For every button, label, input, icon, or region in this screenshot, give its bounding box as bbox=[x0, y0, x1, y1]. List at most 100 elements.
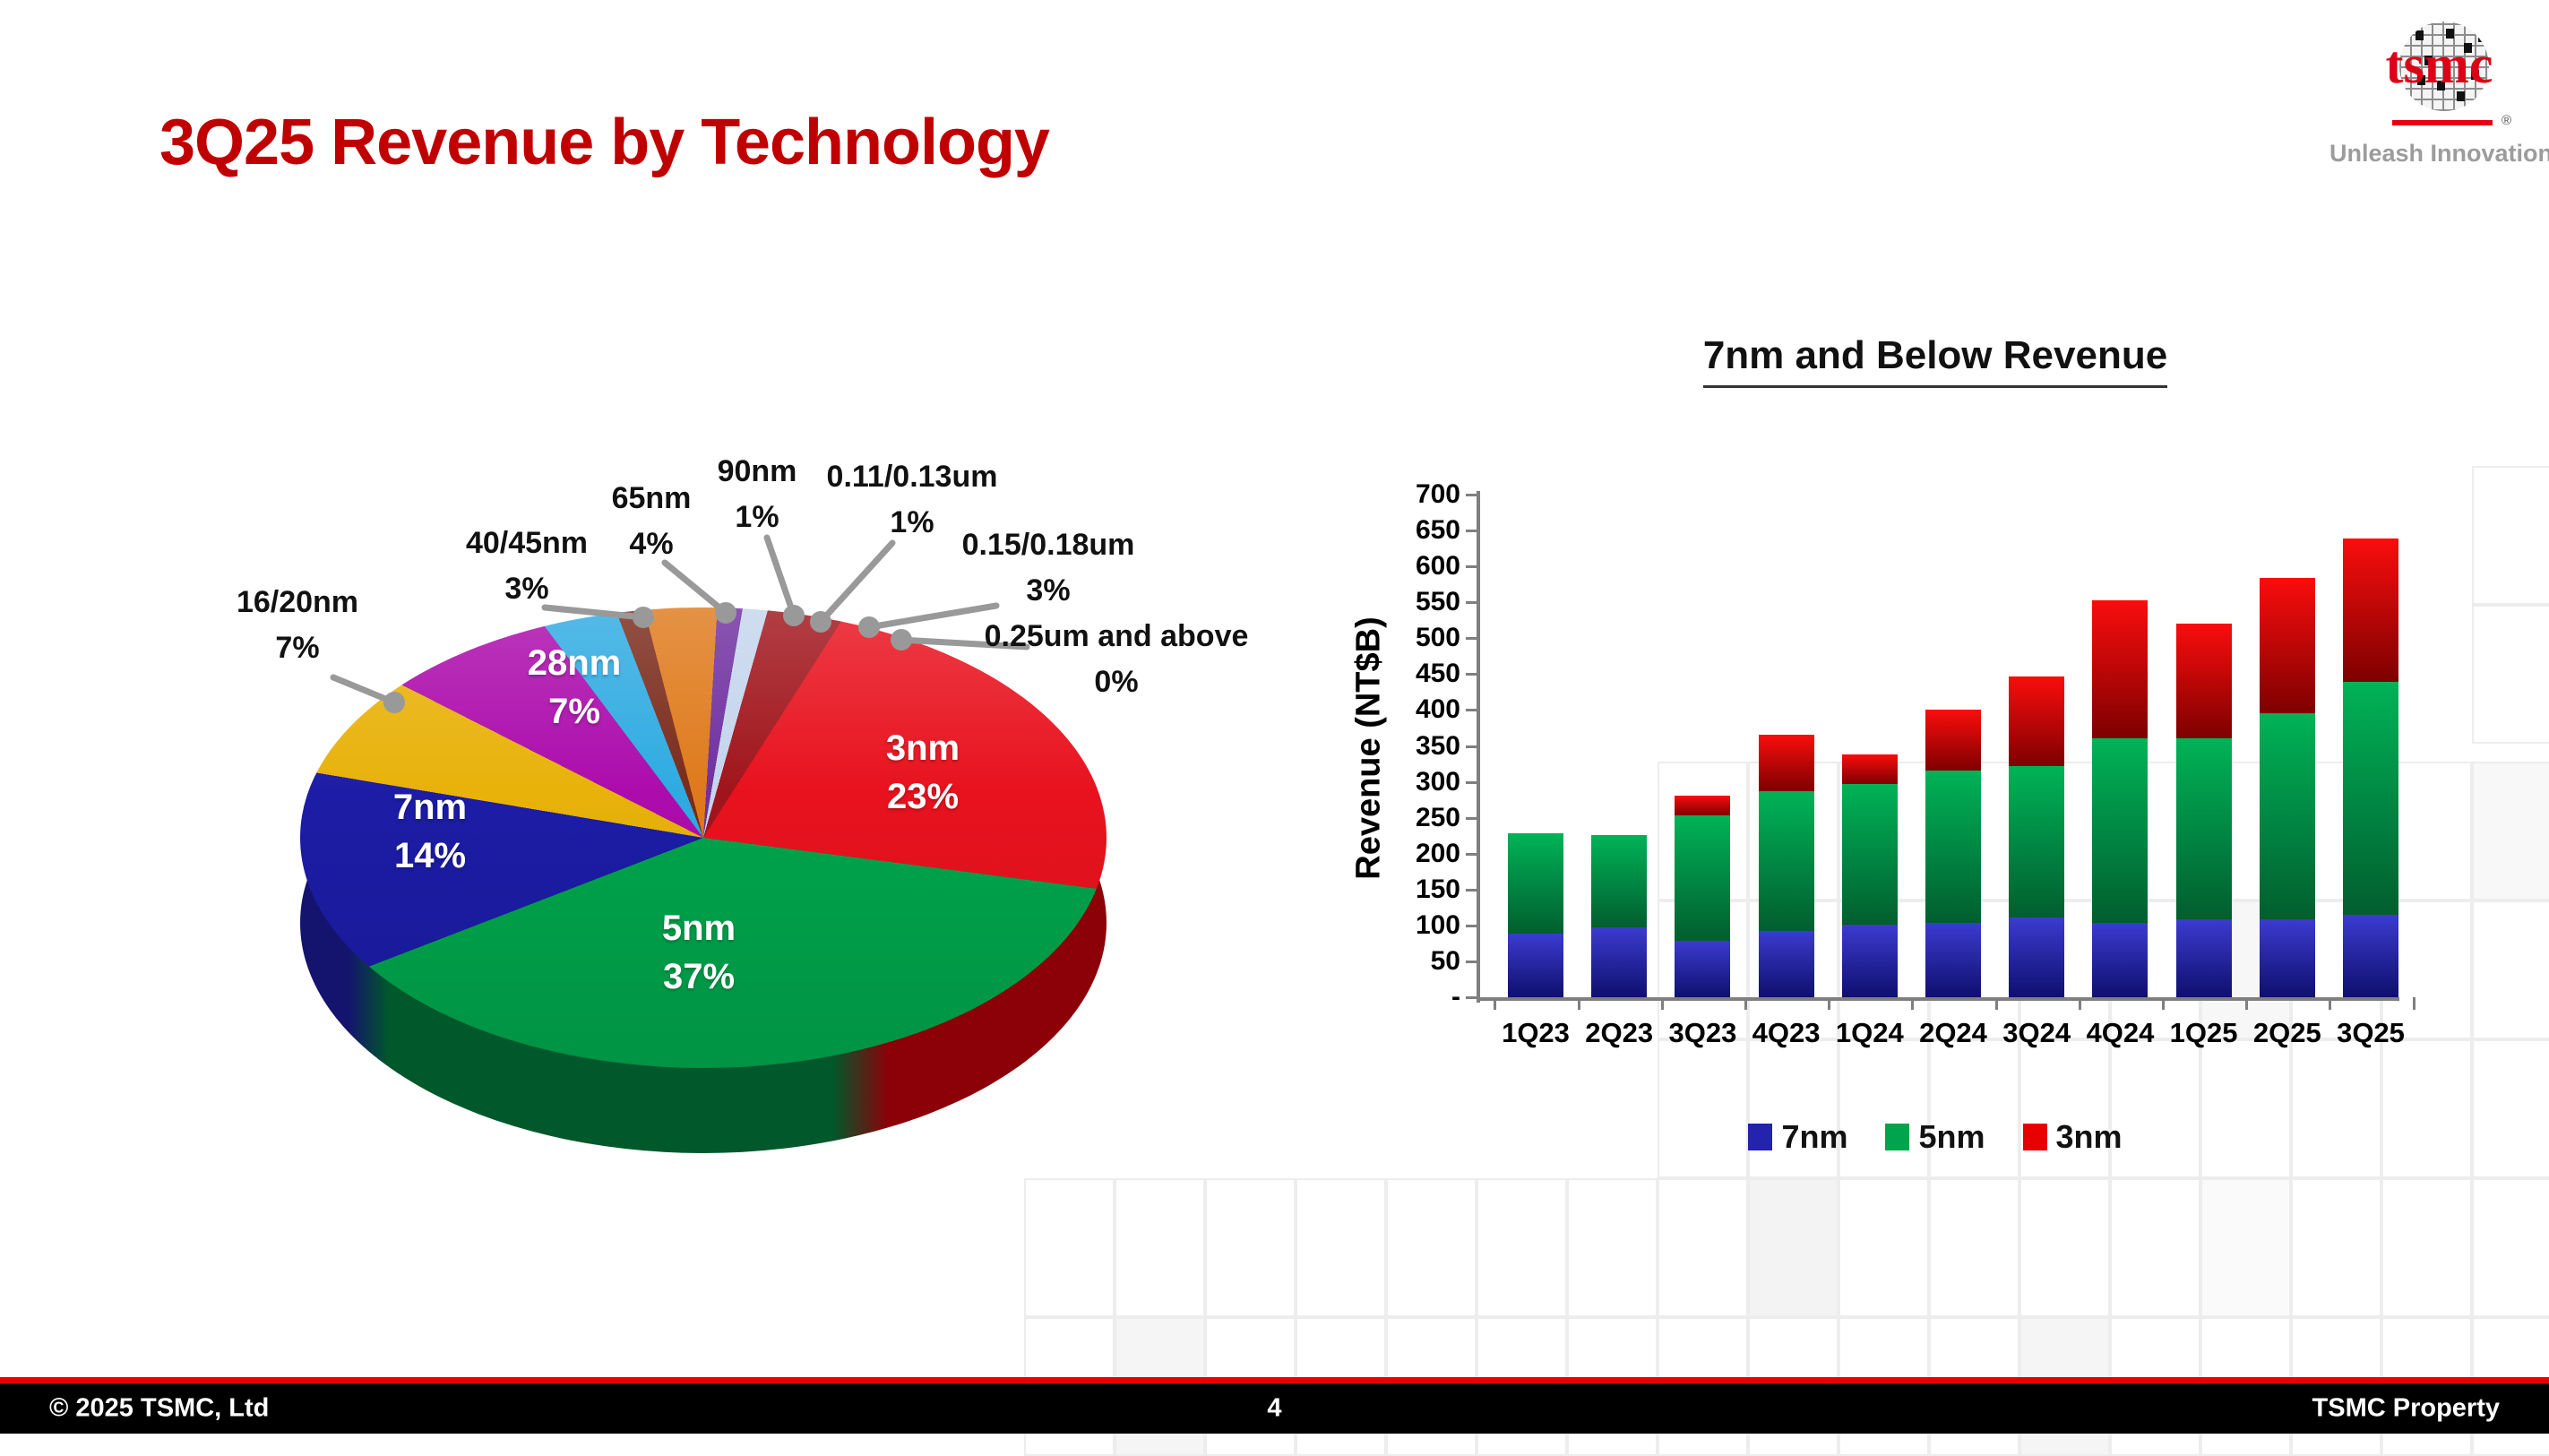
bar-segment-7nm-4Q24 bbox=[2092, 922, 2149, 997]
x-tick-label-2Q24: 2Q24 bbox=[1919, 1017, 1987, 1048]
x-tick bbox=[1911, 997, 1915, 1010]
wafer-grid-cell bbox=[2200, 1039, 2291, 1178]
y-tick bbox=[1466, 709, 1477, 712]
bar-segment-5nm-4Q23 bbox=[1758, 790, 1814, 932]
pie-slice-label-5nm: 5nm 37% bbox=[661, 909, 736, 996]
bar-segment-7nm-3Q23 bbox=[1675, 940, 1731, 997]
pie-top-face bbox=[300, 607, 1107, 1068]
wafer-grid-cell bbox=[1929, 1178, 2019, 1317]
y-tick bbox=[1466, 530, 1477, 533]
legend-swatch-7nm bbox=[1748, 1124, 1773, 1150]
bar-segment-5nm-3Q23 bbox=[1675, 815, 1731, 941]
wafer-grid-cell bbox=[2472, 900, 2549, 1039]
wafer-grid-cell bbox=[1115, 1178, 1205, 1317]
wafer-grid-cell bbox=[1296, 1178, 1386, 1317]
x-tick-label-1Q24: 1Q24 bbox=[1835, 1017, 1904, 1048]
wafer-grid-cell bbox=[2472, 1039, 2549, 1178]
x-tick bbox=[2078, 997, 2081, 1010]
legend-swatch-3nm bbox=[2022, 1124, 2047, 1150]
pie-slice-label-40-45nm: 40/45nm 3% bbox=[465, 526, 589, 606]
wafer-grid-cell bbox=[1205, 1178, 1296, 1317]
y-tick-label: 250 bbox=[1415, 802, 1460, 832]
y-tick bbox=[1466, 924, 1477, 927]
y-tick-label: 450 bbox=[1415, 659, 1460, 689]
logo-underline bbox=[2392, 120, 2493, 125]
wafer-grid-cell bbox=[2200, 1178, 2291, 1317]
bar-segment-5nm-1Q25 bbox=[2175, 737, 2232, 920]
bar-segment-5nm-1Q23 bbox=[1508, 833, 1563, 935]
registered-trademark: ® bbox=[2502, 113, 2512, 128]
bar-segment-5nm-3Q24 bbox=[2009, 765, 2065, 918]
y-tick-label: 50 bbox=[1430, 945, 1460, 976]
y-tick bbox=[1466, 780, 1477, 784]
bar-segment-7nm-1Q25 bbox=[2175, 919, 2232, 997]
footer-copyright: © 2025 TSMC, Ltd bbox=[49, 1393, 270, 1423]
logo-tagline: Unleash Innovation bbox=[2329, 140, 2549, 167]
bar-segment-7nm-2Q23 bbox=[1591, 927, 1648, 997]
legend-label-3nm: 3nm bbox=[2055, 1118, 2123, 1155]
wafer-grid-cell bbox=[1567, 1178, 1658, 1317]
bar-segment-5nm-2Q24 bbox=[1925, 770, 1981, 923]
y-tick-label: 650 bbox=[1415, 515, 1460, 546]
wafer-grid-cell bbox=[2381, 1178, 2472, 1317]
bar-segment-7nm-1Q23 bbox=[1508, 934, 1563, 997]
bar-segment-7nm-4Q23 bbox=[1758, 931, 1814, 997]
wafer-grid-cell bbox=[2472, 762, 2549, 900]
x-tick bbox=[1494, 997, 1497, 1010]
bar-chart-title: 7nm and Below Revenue bbox=[1702, 333, 2168, 388]
pie-slice-label-0-15-0-18um: 0.15/0.18um 3% bbox=[961, 528, 1135, 607]
bar-segment-3nm-2Q24 bbox=[1925, 710, 1981, 771]
legend-label-5nm: 5nm bbox=[1918, 1118, 1985, 1155]
wafer-grid-cell bbox=[1748, 1178, 1839, 1317]
wafer-grid-cell bbox=[1024, 1178, 1115, 1317]
bar-segment-3nm-1Q25 bbox=[2175, 624, 2232, 738]
logo-wordmark: tsmc bbox=[2385, 35, 2493, 94]
pie-slice-label-16-20nm: 16/20nm 7% bbox=[236, 585, 359, 665]
footer-red-line bbox=[0, 1377, 2549, 1383]
legend-item-5nm: 5nm bbox=[1885, 1118, 1985, 1156]
y-tick-label: 500 bbox=[1415, 623, 1460, 653]
wafer-grid-cell bbox=[1748, 1039, 1839, 1178]
x-tick bbox=[2412, 997, 2416, 1010]
y-tick bbox=[1466, 816, 1477, 820]
pie-slice-label-0-11-0-13um: 0.11/0.13um 1% bbox=[826, 460, 998, 539]
x-tick bbox=[1577, 997, 1580, 1010]
bar-segment-3nm-2Q25 bbox=[2259, 577, 2315, 713]
bar-chart-title-wrap: 7nm and Below Revenue bbox=[1487, 333, 2383, 388]
y-tick-label: 200 bbox=[1415, 838, 1460, 868]
wafer-icon bbox=[2399, 22, 2489, 111]
bar-segment-3nm-4Q24 bbox=[2092, 599, 2149, 739]
y-axis-line bbox=[1477, 491, 1480, 1003]
x-tick-label-1Q23: 1Q23 bbox=[1502, 1017, 1570, 1048]
wafer-grid-cell bbox=[2019, 1178, 2110, 1317]
x-tick bbox=[1660, 997, 1664, 1010]
x-tick bbox=[1994, 997, 1998, 1010]
y-tick bbox=[1466, 673, 1477, 676]
wafer-grid-cell bbox=[1929, 1039, 2019, 1178]
wafer-grid-cell bbox=[1658, 1039, 1748, 1178]
wafer-grid-cell bbox=[1839, 1178, 1929, 1317]
page-title: 3Q25 Revenue by Technology bbox=[159, 107, 1050, 178]
wafer-grid-cell bbox=[2472, 605, 2549, 744]
y-tick-label: 350 bbox=[1415, 730, 1460, 761]
pie-sheen-overlay bbox=[300, 607, 1107, 1068]
legend-swatch-5nm bbox=[1885, 1124, 1910, 1150]
footer-bar: © 2025 TSMC, Ltd 4 TSMC Property bbox=[0, 1383, 2549, 1434]
bar-segment-3nm-3Q23 bbox=[1675, 795, 1731, 816]
wafer-grid-cell bbox=[1386, 1178, 1477, 1317]
bar-segment-5nm-4Q24 bbox=[2092, 738, 2149, 923]
pie-slice-label-7nm: 7nm 14% bbox=[392, 788, 468, 875]
bar-segment-5nm-1Q24 bbox=[1841, 783, 1898, 926]
wafer-grid-cell bbox=[2291, 1178, 2381, 1317]
y-tick bbox=[1466, 745, 1477, 748]
bar-segment-7nm-3Q24 bbox=[2009, 918, 2065, 997]
x-tick-label-3Q25: 3Q25 bbox=[2337, 1017, 2405, 1048]
x-tick-label-4Q24: 4Q24 bbox=[2086, 1017, 2155, 1048]
x-tick-label-2Q25: 2Q25 bbox=[2252, 1017, 2321, 1048]
bar-segment-7nm-2Q24 bbox=[1925, 922, 1981, 997]
bar-chart-legend: 7nm 5nm 3nm bbox=[1487, 1118, 2383, 1156]
pie-slice-label-65nm: 65nm 4% bbox=[611, 481, 692, 561]
y-tick-label: 700 bbox=[1415, 479, 1460, 509]
bar-segment-7nm-3Q25 bbox=[2343, 914, 2398, 997]
x-tick bbox=[1828, 997, 1831, 1010]
